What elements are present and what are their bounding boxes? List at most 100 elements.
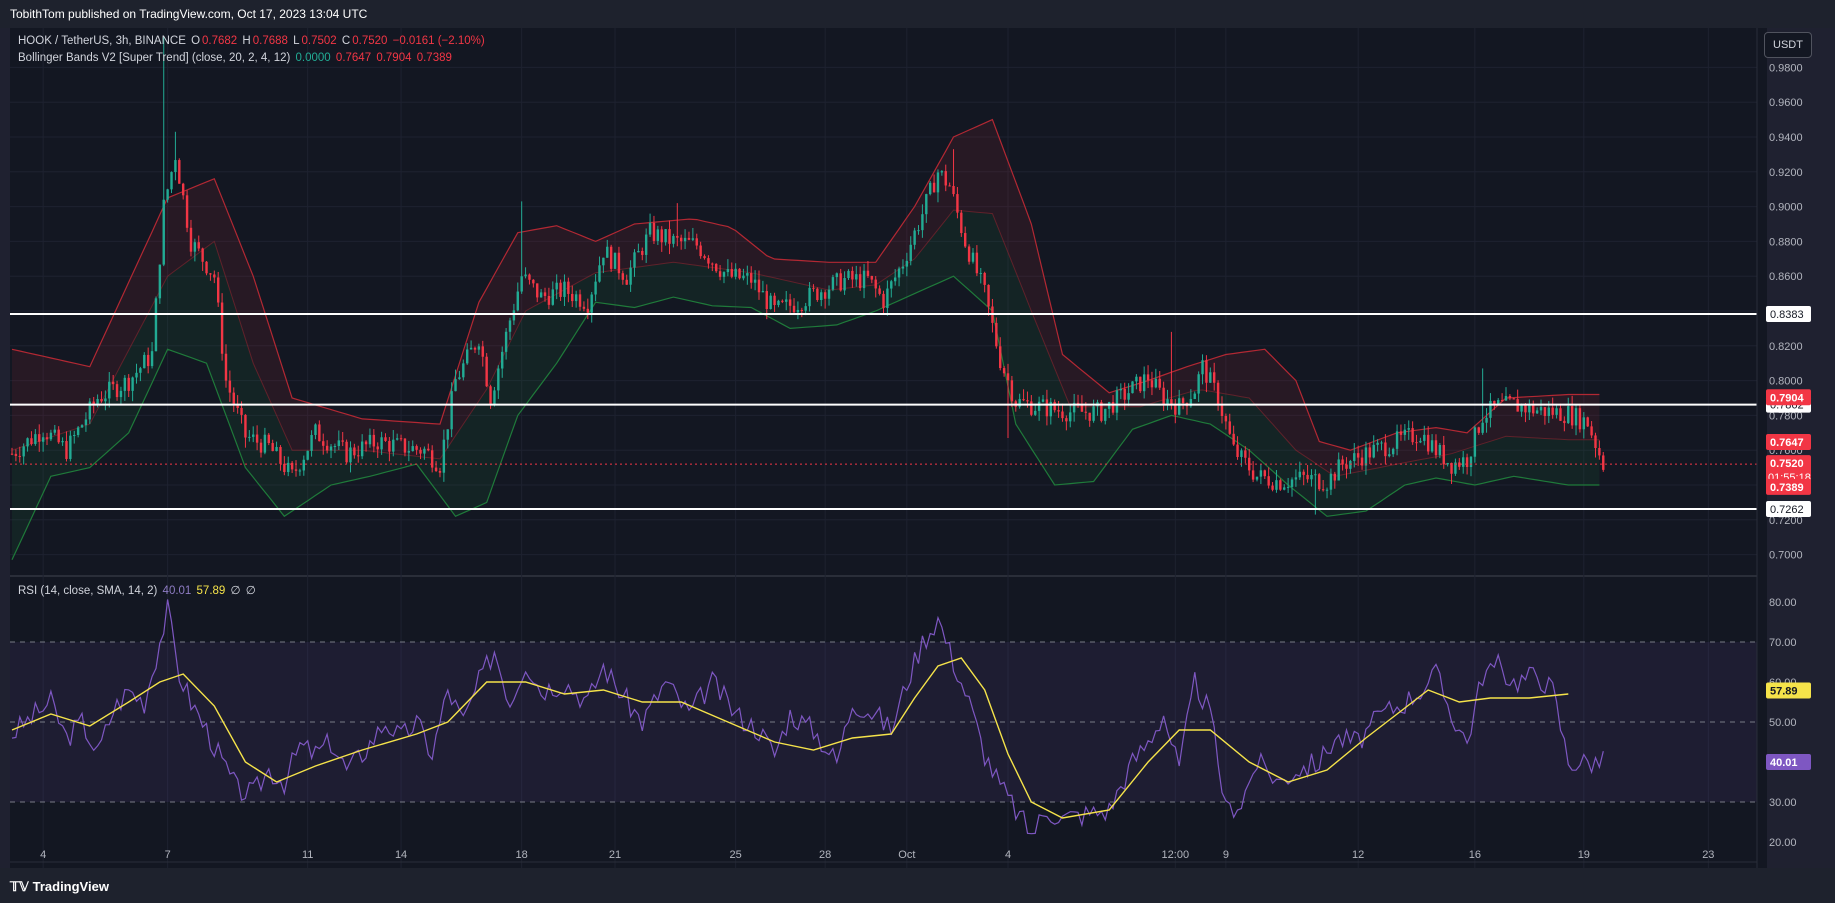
candle-body bbox=[294, 469, 298, 471]
rsi-value: 40.01 bbox=[162, 585, 192, 597]
candle-body bbox=[574, 294, 578, 302]
candle-body bbox=[1555, 408, 1558, 415]
candle-body bbox=[648, 222, 652, 235]
candle-body bbox=[380, 437, 383, 450]
candle-body bbox=[80, 425, 84, 428]
rsi-name[interactable]: RSI (14, close, SMA, 14, 2) bbox=[18, 585, 158, 597]
candle-body bbox=[1201, 360, 1204, 375]
time-tick-label: 9 bbox=[1223, 849, 1229, 861]
candle-body bbox=[563, 281, 566, 297]
candle-body bbox=[1166, 399, 1169, 406]
candle-body bbox=[34, 434, 37, 444]
candle-body bbox=[45, 437, 49, 440]
candle-body bbox=[1294, 477, 1298, 480]
candle-body bbox=[462, 363, 465, 378]
candle-body bbox=[123, 377, 127, 391]
candle-body bbox=[878, 288, 881, 294]
candle-body bbox=[1465, 457, 1469, 468]
candle-body bbox=[1500, 400, 1504, 402]
symbol-pair[interactable]: HOOK / TetherUS, 3h, BINANCE bbox=[18, 35, 186, 47]
candle-body bbox=[314, 424, 317, 436]
candle-body bbox=[353, 447, 356, 456]
candle-body bbox=[679, 237, 683, 242]
candle-body bbox=[820, 292, 823, 301]
candle-body bbox=[283, 463, 286, 473]
candle-body bbox=[1321, 489, 1325, 491]
candle-body bbox=[1275, 480, 1278, 490]
candle-body bbox=[520, 276, 523, 292]
candle-body bbox=[609, 246, 613, 269]
candle-body bbox=[76, 427, 80, 436]
candle-body bbox=[1473, 427, 1477, 457]
candle-body bbox=[1255, 476, 1259, 480]
bb-name[interactable]: Bollinger Bands V2 [Super Trend] (close,… bbox=[18, 52, 291, 64]
candle-body bbox=[497, 368, 500, 391]
candle-body bbox=[761, 291, 765, 293]
candle-body bbox=[1022, 399, 1025, 401]
candle-body bbox=[430, 450, 434, 468]
candle-body bbox=[290, 462, 294, 470]
symbol-legend: HOOK / TetherUS, 3h, BINANCE O 0.7682 H 0.… bbox=[18, 35, 487, 47]
candle-body bbox=[1602, 455, 1605, 470]
candle-body bbox=[115, 384, 119, 398]
candle-body bbox=[1364, 447, 1368, 466]
candle-body bbox=[714, 263, 718, 272]
candle-body bbox=[216, 277, 220, 303]
candle-body bbox=[1041, 399, 1045, 402]
candle-body bbox=[1154, 378, 1158, 388]
candle-body bbox=[1158, 378, 1161, 388]
price-tick-label: 0.7200 bbox=[1769, 515, 1803, 527]
candle-body bbox=[979, 272, 982, 274]
candle-body bbox=[73, 435, 76, 437]
candle-body bbox=[788, 299, 792, 306]
candle-body bbox=[473, 347, 477, 350]
candle-body bbox=[185, 195, 189, 228]
candle-body bbox=[1010, 380, 1014, 402]
candle-body bbox=[586, 308, 590, 313]
candle-body bbox=[1240, 450, 1243, 457]
candle-body bbox=[602, 257, 605, 266]
candle-body bbox=[267, 434, 270, 444]
candle-body bbox=[477, 346, 481, 350]
candle-body bbox=[236, 404, 239, 409]
candle-body bbox=[489, 386, 492, 406]
candle-body bbox=[625, 279, 628, 285]
candle-body bbox=[722, 272, 726, 277]
candle-body bbox=[1150, 380, 1154, 388]
candle-body bbox=[1135, 376, 1138, 382]
bb-value-2: 0.7647 bbox=[335, 52, 372, 64]
candle-body bbox=[1314, 474, 1317, 476]
candle-body bbox=[1224, 416, 1228, 422]
candle-body bbox=[621, 273, 625, 280]
candle-body bbox=[1567, 406, 1570, 424]
candle-body bbox=[1310, 475, 1313, 480]
time-tick-label: 7 bbox=[165, 849, 171, 861]
candle-body bbox=[403, 438, 407, 453]
candle-body bbox=[364, 441, 368, 445]
footer-brand[interactable]: 𝕋𝕍 TradingView bbox=[10, 879, 109, 895]
candle-body bbox=[1329, 473, 1333, 490]
price-tick-label: 0.7800 bbox=[1769, 410, 1803, 422]
candle-body bbox=[808, 287, 811, 307]
candle-body bbox=[1388, 454, 1391, 457]
price-tag bbox=[1766, 455, 1811, 486]
candle-body bbox=[831, 277, 835, 290]
candle-body bbox=[855, 274, 858, 280]
unit-button[interactable]: USDT bbox=[1764, 32, 1812, 58]
candle-body bbox=[893, 277, 897, 282]
level-tag bbox=[1766, 305, 1811, 322]
candle-body bbox=[1391, 448, 1395, 455]
high-label: H bbox=[242, 35, 251, 47]
candle-body bbox=[1088, 412, 1091, 421]
candle-body bbox=[1030, 401, 1033, 415]
price-tick-label: 0.9200 bbox=[1769, 167, 1803, 179]
candle-body bbox=[1504, 396, 1508, 401]
candle-body bbox=[983, 272, 986, 285]
candle-body bbox=[1146, 374, 1150, 381]
candle-body bbox=[1318, 474, 1321, 490]
candle-body bbox=[407, 451, 411, 453]
candle-body bbox=[952, 185, 955, 195]
candle-body bbox=[567, 281, 570, 294]
candle-body bbox=[1415, 442, 1418, 444]
